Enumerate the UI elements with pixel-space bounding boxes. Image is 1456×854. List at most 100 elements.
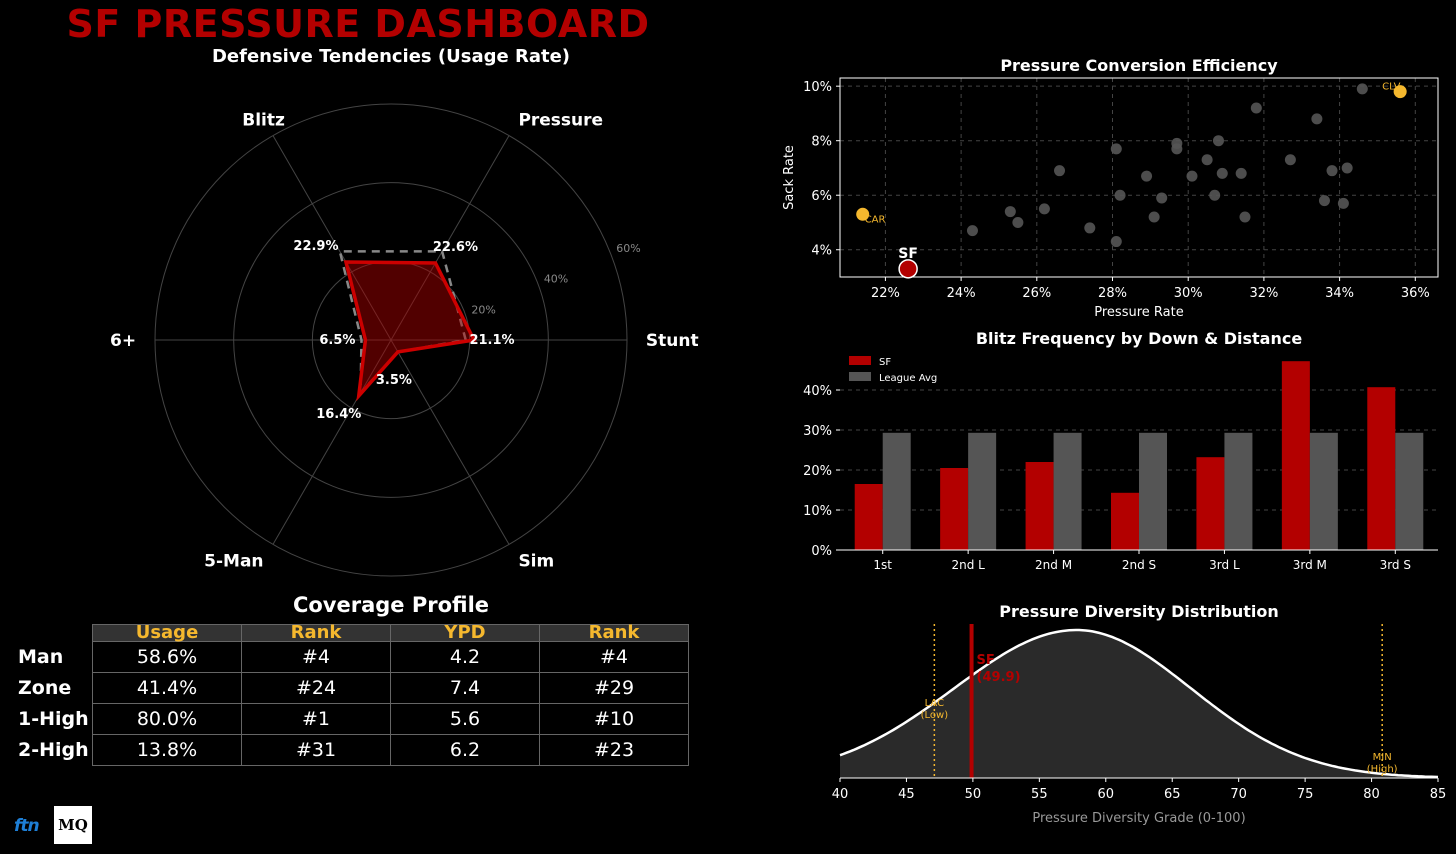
radar-spoke (390, 339, 510, 545)
x-tick-label: 70 (1230, 787, 1247, 802)
sf-bar (1196, 457, 1225, 550)
y-tick-label: 10% (803, 504, 832, 519)
x-tick-label: 32% (1249, 286, 1278, 301)
x-tick-label: 34% (1325, 286, 1354, 301)
table-cell: 4.2 (390, 641, 540, 673)
y-tick-label: 30% (803, 424, 832, 439)
legend-swatch (849, 372, 871, 381)
sf-bar (1367, 387, 1396, 550)
team-point (1212, 135, 1224, 147)
radar-spoke (272, 135, 392, 341)
y-tick-label: 0% (811, 544, 832, 559)
radar-category-label: Blitz (242, 110, 285, 130)
scatter-chart-title: Pressure Conversion Efficiency (1000, 56, 1278, 75)
table-cell: #1 (241, 703, 391, 735)
team-point (1326, 165, 1338, 177)
x-tick-label: 2nd L (951, 558, 985, 572)
league-bar (1053, 432, 1082, 550)
reference-marker-value: (Low) (921, 710, 949, 721)
team-point (1054, 165, 1066, 177)
team-point (1284, 154, 1296, 166)
team-point (1148, 211, 1160, 223)
sf-polygon (343, 260, 477, 402)
row-label: 1-High (18, 708, 89, 730)
x-tick-label: 30% (1174, 286, 1203, 301)
scatter-chart: 22% 24% 26% 28% 30% 32% 34% 36% 4% 6% 8% 10% SF CAR CL… (782, 77, 1439, 320)
highlight-point (1393, 85, 1407, 99)
team-point (1156, 192, 1168, 204)
x-tick-label: 3rd L (1209, 558, 1240, 572)
team-point (1084, 222, 1096, 234)
legend-label: SF (879, 357, 891, 368)
x-tick-label: 3rd S (1380, 558, 1411, 572)
density-area (840, 630, 1438, 778)
x-tick-label: 65 (1164, 787, 1181, 802)
x-axis-label: Pressure Rate (1094, 305, 1183, 320)
sf-marker-label: SF (977, 653, 995, 668)
team-point (966, 225, 978, 237)
team-point (1356, 83, 1368, 95)
team-point (1318, 195, 1330, 207)
y-tick-label: 10% (803, 80, 832, 95)
x-tick-label: 55 (1031, 787, 1048, 802)
team-point (1209, 189, 1221, 201)
legend-swatch (849, 356, 871, 365)
y-tick-label: 4% (811, 244, 832, 259)
bar-chart: 0% 10% 20% 30% 40% 1st 2nd L 2nd M 2nd S 3rd L 3rd… (803, 356, 1438, 572)
radar-value-label: 3.5% (376, 373, 412, 388)
table-cell: 6.2 (390, 734, 540, 766)
y-tick-label: 20% (803, 464, 832, 479)
radial-tick-label: 40% (544, 273, 568, 286)
team-point (1114, 189, 1126, 201)
sf-bar (854, 484, 883, 550)
x-tick-label: 2nd M (1035, 558, 1072, 572)
team-point (1038, 203, 1050, 215)
x-tick-label: 60 (1098, 787, 1115, 802)
x-tick-label: 26% (1022, 286, 1051, 301)
table-cell: #24 (241, 672, 391, 704)
row-label: Zone (18, 677, 72, 699)
league-bar (1395, 432, 1424, 550)
coverage-header-row: Usage Rank YPD Rank (18, 624, 689, 642)
radial-tick-label: 20% (471, 303, 495, 316)
coverage-table: Usage Rank YPD Rank Man 58.6% #4 4.2 #4 … (18, 624, 689, 766)
x-tick-label: 50 (965, 787, 982, 802)
x-tick-label: 1st (873, 558, 892, 572)
radar-spoke (272, 339, 392, 545)
x-tick-label: 2nd S (1122, 558, 1156, 572)
table-cell: #29 (539, 672, 689, 704)
density-chart: SF (49.9) LAC(Low) MIN(High) 40 45 50 55 60 65 70 7… (832, 624, 1447, 826)
y-tick-label: 8% (811, 135, 832, 150)
x-tick-label: 24% (947, 286, 976, 301)
sf-bar (1281, 361, 1310, 550)
x-tick-label: 85 (1430, 787, 1447, 802)
y-tick-label: 6% (811, 189, 832, 204)
radar-spoke (390, 135, 510, 341)
league-bar (1309, 432, 1338, 550)
mq-logo: MQ (54, 806, 92, 844)
x-tick-label: 45 (898, 787, 915, 802)
table-cell: #4 (539, 641, 689, 673)
x-tick-label: 40 (832, 787, 849, 802)
row-label: 2-High (18, 739, 89, 761)
radar-category-label: 5-Man (204, 552, 263, 572)
team-point (1311, 113, 1323, 125)
team-point (1235, 167, 1247, 179)
highlight-point (856, 207, 870, 221)
y-axis-label: Sack Rate (782, 145, 797, 210)
density-chart-title: Pressure Diversity Distribution (999, 602, 1279, 621)
team-point (1141, 170, 1153, 182)
radar-chart: 20% 40% 60% Stunt Pressure Blitz 6+ 5-Man Sim 21.… (110, 103, 699, 577)
league-bar (882, 432, 911, 550)
team-point (1110, 143, 1122, 155)
corner-cell (18, 625, 93, 642)
league-bar (1139, 432, 1167, 550)
reference-marker-label: LAC (925, 698, 944, 709)
team-point (1186, 170, 1198, 182)
team-point (1171, 143, 1183, 155)
radar-chart-title: Defensive Tendencies (Usage Rate) (211, 46, 571, 67)
header-ypd-rank: Rank (539, 624, 689, 642)
reference-marker-label: MIN (1373, 752, 1392, 763)
header-rank: Rank (241, 624, 391, 642)
x-tick-label: 3rd M (1293, 558, 1327, 572)
